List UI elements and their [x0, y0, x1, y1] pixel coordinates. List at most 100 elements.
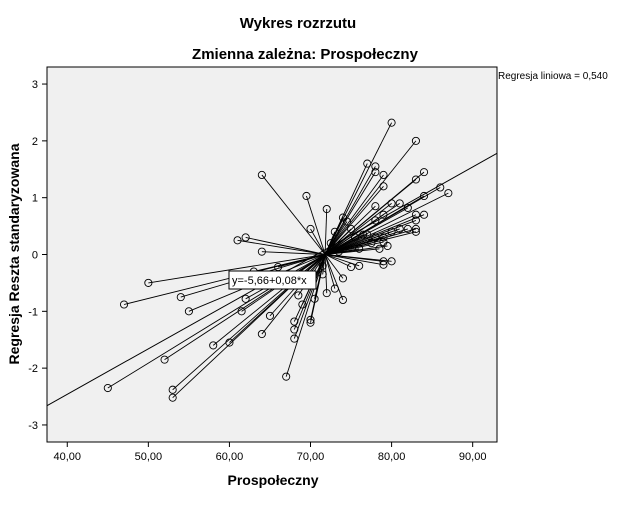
- data-point: [387, 227, 396, 236]
- data-point: [342, 217, 352, 226]
- data-point: [411, 136, 420, 145]
- data-point: [257, 247, 266, 256]
- data-point: [318, 261, 327, 270]
- data-point: [310, 294, 319, 303]
- spike-line: [324, 254, 336, 289]
- data-point: [233, 236, 242, 245]
- spike-line: [245, 237, 326, 255]
- data-point: [298, 300, 307, 309]
- plot-area: [46, 66, 498, 443]
- spike-line: [261, 251, 326, 255]
- data-point: [444, 189, 453, 198]
- data-point: [411, 216, 420, 225]
- equation-text: y=-5,66+0,08*x: [232, 275, 307, 287]
- data-point: [379, 260, 388, 269]
- data-point: [326, 239, 335, 248]
- y-axis-title: Regresja Reszta standaryzowana: [6, 143, 22, 364]
- data-point: [290, 325, 299, 334]
- spike-line: [237, 239, 326, 255]
- data-point: [403, 224, 412, 233]
- x-tick-label: 80,00: [378, 451, 406, 463]
- spike-line: [324, 214, 425, 255]
- spike-line: [229, 254, 326, 343]
- data-point: [338, 274, 347, 283]
- spike-line: [261, 174, 326, 255]
- x-tick-label: 70,00: [297, 451, 325, 463]
- data-point: [144, 278, 153, 287]
- data-point: [306, 315, 315, 324]
- spike-line: [324, 192, 449, 255]
- spike-line: [277, 254, 326, 268]
- data-point: [375, 244, 384, 253]
- spike-line: [324, 228, 417, 255]
- data-point: [436, 183, 445, 192]
- spike-line: [324, 174, 384, 255]
- data-point: [383, 241, 392, 251]
- data-point: [371, 202, 380, 211]
- x-tick-label: 40,00: [54, 451, 82, 463]
- data-point: [241, 233, 250, 242]
- data-point: [103, 383, 112, 393]
- x-tick-label: 90,00: [459, 451, 487, 463]
- data-point: [363, 159, 372, 168]
- data-point: [265, 311, 275, 320]
- data-point: [419, 210, 429, 219]
- spike-line: [325, 254, 384, 266]
- y-tick-label: -2: [28, 363, 38, 375]
- spike-line: [293, 254, 326, 330]
- data-point: [225, 338, 234, 347]
- y-tick-label: -3: [28, 420, 38, 432]
- data-point: [241, 294, 250, 303]
- spike-line: [325, 254, 392, 262]
- y-axis: -3 -2 -1 0 1 2 3: [28, 79, 47, 432]
- x-tick-label: 50,00: [135, 451, 163, 463]
- spike-line: [324, 202, 400, 255]
- data-point: [411, 227, 420, 236]
- data-point: [318, 270, 327, 279]
- data-point: [359, 230, 368, 239]
- data-point: [371, 216, 380, 225]
- data-point: [306, 318, 315, 327]
- data-point: [371, 162, 380, 171]
- chart-title: Wykres rozrzutu: [240, 15, 356, 32]
- data-point: [379, 210, 388, 219]
- data-point: [419, 191, 429, 201]
- y-tick-label: 2: [32, 136, 38, 148]
- data-point: [290, 317, 299, 326]
- data-point: [330, 227, 339, 236]
- y-tick-label: 1: [32, 193, 38, 205]
- legend-fit-line-label: Regresja liniowa = 0,540: [498, 71, 608, 82]
- data-point: [282, 372, 291, 381]
- data-point: [322, 289, 331, 298]
- data-point: [209, 341, 218, 350]
- equation-label: y=-5,66+0,08*x: [228, 270, 317, 290]
- data-point: [338, 295, 347, 305]
- spike-line: [310, 228, 326, 255]
- data-point: [379, 182, 388, 191]
- data-point: [387, 118, 396, 127]
- spike-line: [324, 203, 392, 255]
- spike-line: [324, 205, 376, 255]
- y-tick-label: 0: [32, 250, 38, 262]
- x-tick-label: 60,00: [216, 451, 244, 463]
- spike-line: [212, 254, 326, 346]
- data-point: [367, 239, 376, 248]
- data-point: [355, 244, 364, 253]
- spike-line: [324, 171, 425, 255]
- plot-content: y=-5,66+0,08*x: [47, 118, 497, 407]
- data-points: [103, 118, 453, 402]
- data-point: [371, 233, 380, 242]
- data-point: [379, 233, 388, 242]
- data-point: [355, 261, 364, 270]
- data-point: [351, 233, 360, 242]
- data-point: [334, 247, 343, 256]
- data-point: [302, 191, 311, 201]
- spike-line: [324, 254, 344, 301]
- data-point: [411, 224, 420, 233]
- data-point: [290, 334, 299, 343]
- data-point: [371, 168, 380, 177]
- data-point: [257, 329, 266, 339]
- spike-line: [324, 186, 384, 255]
- data-point: [387, 257, 396, 266]
